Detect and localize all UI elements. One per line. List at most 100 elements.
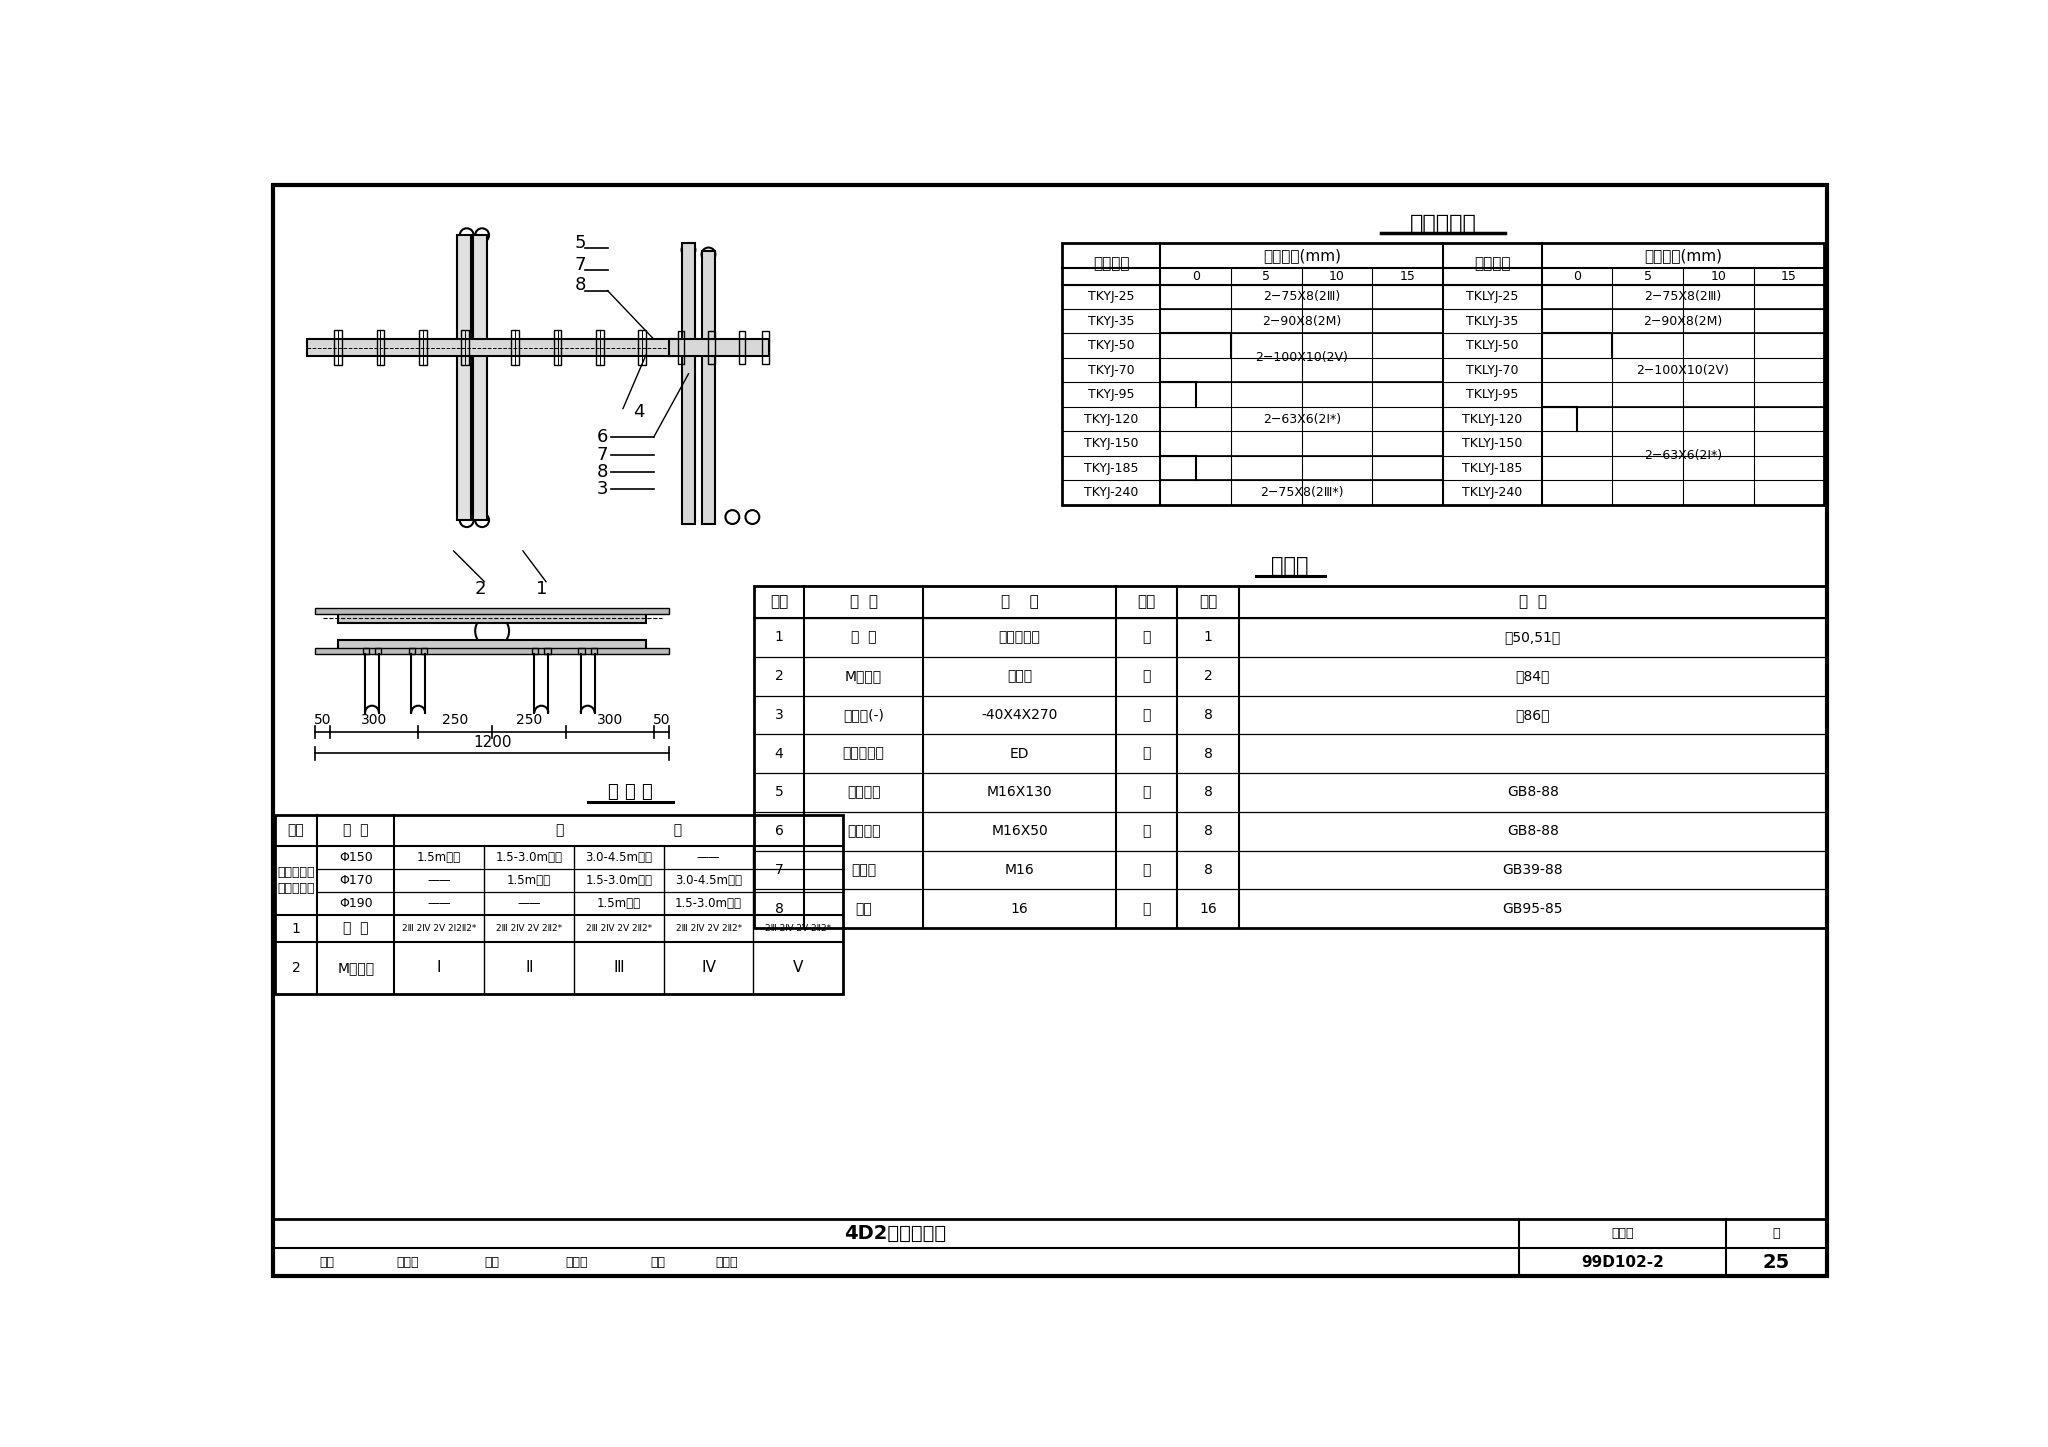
Text: TKYJ-95: TKYJ-95 [1087, 388, 1135, 401]
Text: ——: —— [428, 874, 451, 887]
Text: 15: 15 [1401, 269, 1415, 282]
Bar [315, 648, 670, 654]
Text: 2−90X8(2M): 2−90X8(2M) [1642, 315, 1722, 327]
Text: 个: 个 [1143, 825, 1151, 838]
Text: 25: 25 [1763, 1253, 1790, 1272]
Bar [678, 331, 684, 363]
Text: 300: 300 [598, 712, 623, 726]
Text: 5: 5 [1645, 269, 1651, 282]
Text: 16: 16 [1012, 901, 1028, 916]
Text: 个: 个 [1143, 862, 1151, 877]
Text: 4: 4 [774, 747, 782, 761]
Text: M形抱铁: M形抱铁 [338, 961, 375, 975]
Text: 4: 4 [633, 404, 645, 421]
Text: TKLYJ-50: TKLYJ-50 [1466, 339, 1520, 352]
Text: 附  注: 附 注 [1520, 595, 1546, 609]
Text: 250: 250 [442, 712, 469, 726]
Text: 游多构: 游多构 [565, 1256, 588, 1269]
Text: 15: 15 [1782, 269, 1796, 282]
Text: 8: 8 [1204, 825, 1212, 838]
Text: TKYJ-120: TKYJ-120 [1083, 412, 1139, 425]
Text: 7: 7 [596, 446, 608, 463]
Text: 2Ⅲ 2Ⅳ 2Ⅴ 2Ⅱ2*: 2Ⅲ 2Ⅳ 2Ⅴ 2Ⅱ2* [586, 925, 651, 933]
Text: 方螺母: 方螺母 [852, 862, 877, 877]
Text: 10: 10 [1710, 269, 1726, 282]
Text: 5: 5 [575, 234, 586, 252]
Text: 2Ⅲ 2Ⅳ 2Ⅴ 2Ⅰ2Ⅱ2*: 2Ⅲ 2Ⅳ 2Ⅴ 2Ⅰ2Ⅱ2* [401, 925, 477, 933]
Text: 垫圈: 垫圈 [856, 901, 872, 916]
Text: 6: 6 [596, 428, 608, 446]
Text: 7: 7 [575, 256, 586, 273]
Bar [315, 608, 670, 614]
Text: 设计: 设计 [649, 1256, 666, 1269]
Text: 见84页: 见84页 [1516, 669, 1550, 683]
Text: 页: 页 [1774, 1227, 1780, 1240]
Text: 横  担: 横 担 [344, 922, 369, 936]
Text: TKYJ-50: TKYJ-50 [1087, 339, 1135, 352]
Text: 8: 8 [1204, 862, 1212, 877]
Text: 0: 0 [1573, 269, 1581, 282]
Text: 横担选择表: 横担选择表 [1409, 214, 1477, 233]
Text: Ⅰ: Ⅰ [436, 961, 442, 975]
Text: 图集号: 图集号 [1612, 1227, 1634, 1240]
Text: 2Ⅲ 2Ⅳ 2Ⅴ 2Ⅱ2*: 2Ⅲ 2Ⅳ 2Ⅴ 2Ⅱ2* [676, 925, 741, 933]
Circle shape [475, 614, 510, 648]
Text: 8: 8 [1204, 747, 1212, 761]
Text: 0: 0 [1192, 269, 1200, 282]
Text: 16: 16 [1200, 901, 1217, 916]
Text: 覆冰厚度(mm): 覆冰厚度(mm) [1645, 247, 1722, 263]
Text: 2: 2 [774, 669, 782, 683]
Text: 数量: 数量 [1198, 595, 1217, 609]
Bar [590, 648, 596, 654]
Text: 8: 8 [1204, 708, 1212, 722]
Text: TKLYJ-35: TKLYJ-35 [1466, 315, 1518, 327]
Bar [420, 330, 426, 366]
Text: Φ190: Φ190 [340, 897, 373, 910]
Bar [362, 648, 369, 654]
Text: TKLYJ-120: TKLYJ-120 [1462, 412, 1522, 425]
Bar [702, 250, 715, 524]
Text: 7: 7 [774, 862, 782, 877]
Text: 10: 10 [1329, 269, 1346, 282]
Text: 50: 50 [653, 712, 670, 726]
Bar [670, 339, 770, 356]
Bar [377, 330, 385, 366]
Text: 选 型 表: 选 型 表 [608, 783, 653, 802]
Text: 99D102-2: 99D102-2 [1581, 1255, 1663, 1269]
Text: Ⅳ: Ⅳ [702, 961, 715, 975]
Bar [272, 1220, 1827, 1276]
Text: 1: 1 [291, 922, 301, 936]
Text: 个: 个 [1143, 901, 1151, 916]
Text: 个: 个 [1143, 669, 1151, 683]
Text: 付: 付 [1143, 631, 1151, 644]
Text: 2: 2 [1204, 669, 1212, 683]
Text: TKYJ-150: TKYJ-150 [1083, 437, 1139, 450]
Text: 1.5-3.0m以内: 1.5-3.0m以内 [496, 851, 563, 864]
Text: 铁拉板(-): 铁拉板(-) [844, 708, 885, 722]
Text: 2−100X10(2V): 2−100X10(2V) [1255, 352, 1348, 365]
Text: TKYJ-185: TKYJ-185 [1083, 462, 1139, 475]
Text: 2Ⅲ 2Ⅳ 2Ⅴ 2Ⅱ2*: 2Ⅲ 2Ⅳ 2Ⅴ 2Ⅱ2* [496, 925, 561, 933]
Bar [274, 815, 844, 994]
Text: 1.5-3.0m以内: 1.5-3.0m以内 [586, 874, 651, 887]
Text: TKLYJ-240: TKLYJ-240 [1462, 486, 1522, 499]
Text: 序号: 序号 [770, 595, 788, 609]
Text: M形抱铁: M形抱铁 [846, 669, 883, 683]
Text: -40X4X270: -40X4X270 [981, 708, 1057, 722]
Bar [422, 648, 428, 654]
Text: 见50,51页: 见50,51页 [1505, 631, 1561, 644]
Text: 2−63X6(2Ⅰ*): 2−63X6(2Ⅰ*) [1645, 450, 1722, 462]
Text: 1.5-3.0m以内: 1.5-3.0m以内 [676, 897, 741, 910]
Text: 个: 个 [1143, 747, 1151, 761]
Bar [338, 612, 645, 624]
Text: 2−75X8(2Ⅲ*): 2−75X8(2Ⅲ*) [1260, 486, 1343, 499]
Text: 8: 8 [774, 901, 784, 916]
Text: 名  称: 名 称 [344, 823, 369, 838]
Text: 8: 8 [596, 463, 608, 482]
Text: 8: 8 [1204, 786, 1212, 800]
Text: 4D2横担组装图: 4D2横担组装图 [844, 1224, 946, 1243]
Text: GB39-88: GB39-88 [1503, 862, 1563, 877]
Text: 见86页: 见86页 [1516, 708, 1550, 722]
Text: 规                         格: 规 格 [555, 823, 682, 838]
Text: 2−75X8(2Ⅲ): 2−75X8(2Ⅲ) [1264, 291, 1339, 304]
